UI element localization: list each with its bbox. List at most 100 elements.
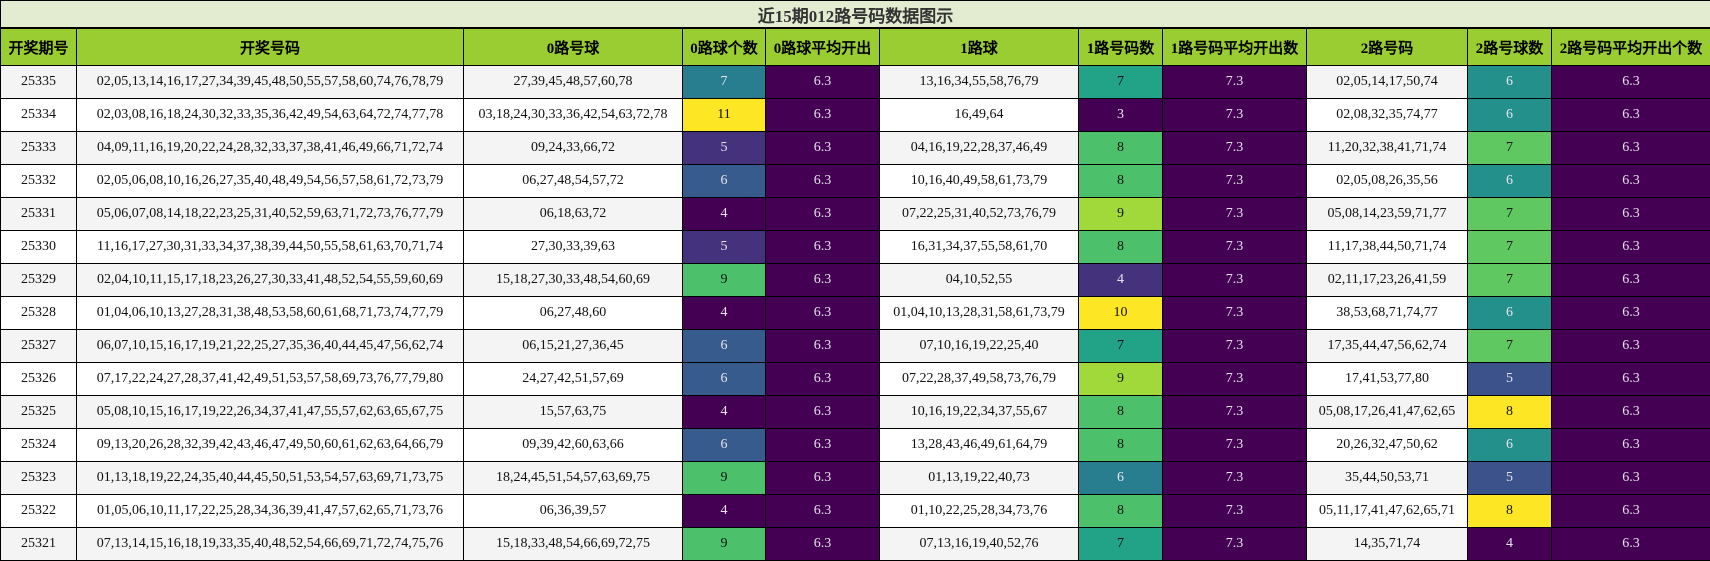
cell-road2-avg: 6.3 — [1552, 528, 1710, 561]
cell-road1-count: 10 — [1079, 297, 1163, 330]
column-header-road2-balls[interactable]: 2路号码 — [1307, 28, 1468, 66]
cell-road2-balls: 02,08,32,35,74,77 — [1307, 99, 1468, 132]
cell-road2-avg: 6.3 — [1552, 165, 1710, 198]
cell-road1-count: 9 — [1079, 363, 1163, 396]
cell-road1-count: 8 — [1079, 132, 1163, 165]
cell-road1-count: 7 — [1079, 330, 1163, 363]
cell-road1-avg: 7.3 — [1163, 363, 1307, 396]
cell-road2-avg: 6.3 — [1552, 264, 1710, 297]
cell-road2-balls: 14,35,71,74 — [1307, 528, 1468, 561]
cell-road1-count: 8 — [1079, 231, 1163, 264]
cell-road1-avg: 7.3 — [1163, 165, 1307, 198]
cell-road0-count: 6 — [683, 165, 766, 198]
cell-road2-count: 7 — [1468, 264, 1552, 297]
cell-road1-count: 4 — [1079, 264, 1163, 297]
cell-road1-balls: 13,16,34,55,58,76,79 — [880, 66, 1079, 99]
cell-road0-avg: 6.3 — [766, 165, 880, 198]
cell-road2-balls: 02,05,14,17,50,74 — [1307, 66, 1468, 99]
cell-road2-avg: 6.3 — [1552, 462, 1710, 495]
cell-road1-avg: 7.3 — [1163, 198, 1307, 231]
cell-road0-balls: 18,24,45,51,54,57,63,69,75 — [464, 462, 683, 495]
cell-road1-balls: 10,16,19,22,34,37,55,67 — [880, 396, 1079, 429]
cell-road2-count: 6 — [1468, 165, 1552, 198]
cell-road0-balls: 09,24,33,66,72 — [464, 132, 683, 165]
cell-road1-balls: 13,28,43,46,49,61,64,79 — [880, 429, 1079, 462]
cell-issue: 25325 — [1, 396, 77, 429]
column-header-road1-avg[interactable]: 1路号码平均开出数 — [1163, 28, 1307, 66]
cell-road1-balls: 07,22,25,31,40,52,73,76,79 — [880, 198, 1079, 231]
cell-road0-avg: 6.3 — [766, 363, 880, 396]
cell-issue: 25334 — [1, 99, 77, 132]
cell-road2-avg: 6.3 — [1552, 429, 1710, 462]
cell-road1-avg: 7.3 — [1163, 462, 1307, 495]
cell-road1-balls: 10,16,40,49,58,61,73,79 — [880, 165, 1079, 198]
table-title: 近15期012路号码数据图示 — [1, 1, 1710, 29]
cell-road2-avg: 6.3 — [1552, 66, 1710, 99]
cell-road1-avg: 7.3 — [1163, 330, 1307, 363]
cell-numbers: 05,06,07,08,14,18,22,23,25,31,40,52,59,6… — [77, 198, 464, 231]
cell-road2-balls: 11,17,38,44,50,71,74 — [1307, 231, 1468, 264]
cell-road0-balls: 15,57,63,75 — [464, 396, 683, 429]
cell-road2-count: 8 — [1468, 396, 1552, 429]
cell-issue: 25326 — [1, 363, 77, 396]
cell-road2-balls: 17,35,44,47,56,62,74 — [1307, 330, 1468, 363]
cell-road2-balls: 17,41,53,77,80 — [1307, 363, 1468, 396]
cell-road1-balls: 07,10,16,19,22,25,40 — [880, 330, 1079, 363]
cell-issue: 25333 — [1, 132, 77, 165]
cell-road0-count: 4 — [683, 198, 766, 231]
cell-road2-avg: 6.3 — [1552, 297, 1710, 330]
column-header-road1-count[interactable]: 1路号码数 — [1079, 28, 1163, 66]
cell-road0-count: 4 — [683, 495, 766, 528]
cell-road0-avg: 6.3 — [766, 264, 880, 297]
cell-road2-balls: 05,08,17,26,41,47,62,65 — [1307, 396, 1468, 429]
cell-road2-count: 7 — [1468, 231, 1552, 264]
column-header-road0-balls[interactable]: 0路号球 — [464, 28, 683, 66]
cell-issue: 25322 — [1, 495, 77, 528]
cell-road1-avg: 7.3 — [1163, 429, 1307, 462]
cell-road1-balls: 01,10,22,25,28,34,73,76 — [880, 495, 1079, 528]
cell-road1-count: 8 — [1079, 429, 1163, 462]
cell-road2-avg: 6.3 — [1552, 99, 1710, 132]
column-header-road2-count[interactable]: 2路号球数 — [1468, 28, 1552, 66]
cell-road1-balls: 07,22,28,37,49,58,73,76,79 — [880, 363, 1079, 396]
cell-road2-count: 8 — [1468, 495, 1552, 528]
cell-road1-balls: 04,16,19,22,28,37,46,49 — [880, 132, 1079, 165]
cell-issue: 25329 — [1, 264, 77, 297]
cell-road1-count: 8 — [1079, 396, 1163, 429]
column-header-numbers[interactable]: 开奖号码 — [77, 28, 464, 66]
cell-numbers: 09,13,20,26,28,32,39,42,43,46,47,49,50,6… — [77, 429, 464, 462]
cell-road0-avg: 6.3 — [766, 132, 880, 165]
column-header-road0-count[interactable]: 0路球个数 — [683, 28, 766, 66]
cell-numbers: 11,16,17,27,30,31,33,34,37,38,39,44,50,5… — [77, 231, 464, 264]
column-header-road0-avg[interactable]: 0路球平均开出 — [766, 28, 880, 66]
column-header-issue[interactable]: 开奖期号 — [1, 28, 77, 66]
column-header-road1-balls[interactable]: 1路球 — [880, 28, 1079, 66]
cell-numbers: 02,03,08,16,18,24,30,32,33,35,36,42,49,5… — [77, 99, 464, 132]
column-header-road2-avg[interactable]: 2路号码平均开出个数 — [1552, 28, 1710, 66]
cell-road2-count: 7 — [1468, 132, 1552, 165]
cell-road0-avg: 6.3 — [766, 429, 880, 462]
cell-road1-avg: 7.3 — [1163, 528, 1307, 561]
cell-road1-count: 3 — [1079, 99, 1163, 132]
cell-road0-balls: 27,30,33,39,63 — [464, 231, 683, 264]
cell-numbers: 07,17,22,24,27,28,37,41,42,49,51,53,57,5… — [77, 363, 464, 396]
cell-road0-count: 4 — [683, 297, 766, 330]
cell-road0-count: 7 — [683, 66, 766, 99]
cell-road1-balls: 04,10,52,55 — [880, 264, 1079, 297]
cell-road1-balls: 16,49,64 — [880, 99, 1079, 132]
cell-road0-avg: 6.3 — [766, 330, 880, 363]
cell-road0-count: 5 — [683, 231, 766, 264]
cell-road2-balls: 02,11,17,23,26,41,59 — [1307, 264, 1468, 297]
cell-road0-avg: 6.3 — [766, 231, 880, 264]
cell-road0-balls: 15,18,27,30,33,48,54,60,69 — [464, 264, 683, 297]
cell-road1-avg: 7.3 — [1163, 132, 1307, 165]
cell-road2-balls: 05,11,17,41,47,62,65,71 — [1307, 495, 1468, 528]
cell-road0-count: 4 — [683, 396, 766, 429]
cell-numbers: 05,08,10,15,16,17,19,22,26,34,37,41,47,5… — [77, 396, 464, 429]
cell-road2-avg: 6.3 — [1552, 198, 1710, 231]
